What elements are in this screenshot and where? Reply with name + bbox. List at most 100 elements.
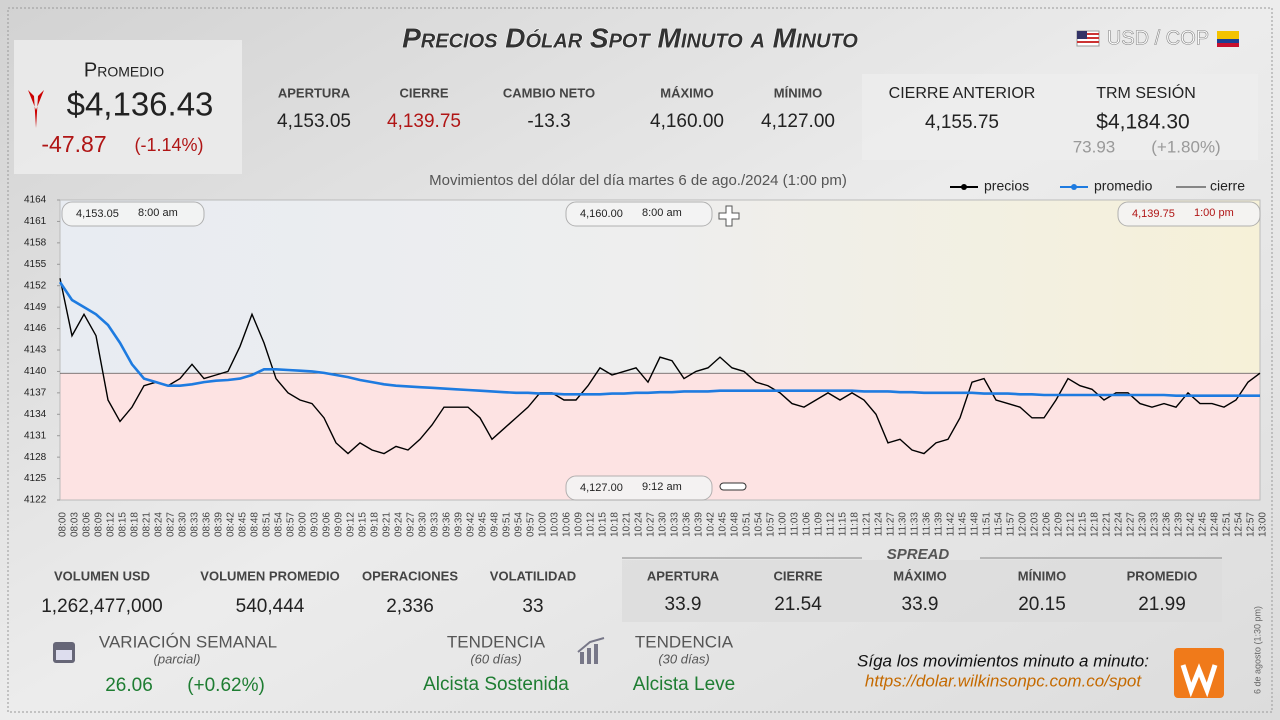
x-tick-label: 11:30 [898,512,909,537]
spread-title: SPREAD [887,546,950,563]
x-tick-label: 11:39 [934,512,945,537]
calendar-icon [53,642,75,663]
trend-icon [577,637,605,664]
x-tick-label: 10:18 [610,512,621,537]
y-tick-label: 4134 [24,409,47,420]
scroll-handle [719,482,747,491]
y-tick-label: 4128 [24,452,47,463]
spread-stats: APERTURA 33.9 CIERRE 21.54 MÁXIMO 33.9 MÍNIMO 2… [647,568,1198,615]
promedio-change: -47.87 [41,131,106,157]
currency-pair: USD / COP [1107,27,1209,49]
y-tick-label: 4149 [24,302,47,313]
stat-value: 4,153.05 [277,111,351,132]
legend-label: cierre [1210,178,1245,194]
stat-label: APERTURA [647,568,720,583]
x-tick-label: 09:24 [394,512,405,537]
down-arrow [28,90,44,128]
x-tick-label: 08:09 [94,512,105,537]
y-tick-label: 4137 [24,387,47,398]
x-tick-label: 10:39 [694,512,705,537]
stat-label: MÁXIMO [660,85,713,100]
promedio-value: $4,136.43 [67,86,214,123]
stat-value: 33.9 [902,594,939,615]
legend-dot [1071,184,1077,190]
legend-label: promedio [1094,178,1153,194]
stat-value: 33 [522,596,543,617]
x-tick-label: 09:39 [454,512,465,537]
x-tick-label: 08:39 [214,512,225,537]
x-tick-label: 11:54 [994,512,1005,537]
x-tick-label: 12:27 [1126,512,1137,537]
series-line [58,281,1260,398]
x-tick-label: 12:48 [1210,512,1221,537]
x-tick-label: 09:33 [430,512,441,537]
legend-dot [961,184,967,190]
x-tick-label: 12:18 [1090,512,1101,537]
x-tick-label: 11:48 [970,512,981,537]
x-tick-label: 11:24 [874,512,885,537]
x-tick-label: 10:03 [550,512,561,537]
weekly-value: 26.06 [105,675,153,696]
weekly-pct: (+0.62%) [187,675,265,696]
x-tick-label: 10:42 [706,512,717,537]
stat-label: VOLATILIDAD [490,568,576,583]
legend-label: precios [984,178,1029,194]
x-tick-label: 09:45 [478,512,489,537]
x-tick-label: 08:54 [274,512,285,537]
title: Precios Dólar Spot Minuto a Minuto [402,22,858,53]
annotation-time: 8:00 am [642,207,682,219]
volume-stats: VOLUMEN USD 1,262,477,000 VOLUMEN PROMEDIO… [41,568,576,617]
stat-label: VOLUMEN USD [54,568,150,583]
y-tick-label: 4161 [24,216,47,227]
x-tick-label: 11:51 [982,512,993,537]
session-stats: APERTURA 4,153.05 CIERRE 4,139.75 CAMBIO NET… [277,85,835,132]
footer-url[interactable]: https://dolar.wilkinsonpc.com.co/spot [865,671,1142,690]
stat-label: MÍNIMO [774,85,822,100]
x-tick-label: 09:30 [418,512,429,537]
x-tick-label: 12:39 [1174,512,1185,537]
x-tick-label: 08:03 [70,512,81,537]
stat-value: 33.9 [665,594,702,615]
x-tick-label: 10:33 [670,512,681,537]
x-tick-label: 08:27 [166,512,177,537]
trend-label: TENDENCIA [635,632,734,651]
x-tick-label: 10:00 [538,512,549,537]
stat-label: CIERRE [399,85,448,100]
x-tick-label: 09:54 [514,512,525,537]
x-tick-label: 10:51 [742,512,753,537]
y-tick-label: 4164 [24,195,47,206]
chart: 4122 4125 4128 4131 4134 4137 4140 4143 4146 4149… [24,178,1269,537]
x-tick-label: 11:06 [802,512,813,537]
x-tick-label: 08:12 [106,512,117,537]
logo [1174,648,1224,698]
previous-panel [862,74,1258,160]
x-tick-label: 12:30 [1138,512,1149,537]
series-line [59,278,1261,455]
x-tick-label: 11:33 [910,512,921,537]
flag-co [1217,31,1239,47]
x-tick-label: 11:21 [862,512,873,537]
x-tick-label: 12:54 [1234,512,1245,537]
x-tick-label: 12:24 [1114,512,1125,537]
trend-value: Alcista Sostenida [423,674,569,695]
x-tick-label: 09:15 [358,512,369,537]
x-tick-label: 08:36 [202,512,213,537]
x-tick-label: 12:03 [1030,512,1041,537]
x-tick-label: 08:33 [190,512,201,537]
x-tick-label: 09:03 [310,512,321,537]
spread-panel [622,560,1222,622]
x-tick-label: 10:15 [598,512,609,537]
x-tick-label: 08:21 [142,512,153,537]
x-tick-label: 08:18 [130,512,141,537]
x-tick-label: 11:36 [922,512,933,537]
y-tick-label: 4146 [24,323,47,334]
x-tick-label: 10:21 [622,512,633,537]
x-tick-label: 11:15 [838,512,849,537]
x-tick-label: 09:21 [382,512,393,537]
side-note: 6 de agosto (1:30 pm) [1252,606,1262,694]
annotation-box [1117,201,1261,227]
previous-close: 4,155.75 [925,112,999,133]
stat-value: 2,336 [386,596,434,617]
annotation-time: 8:00 am [138,207,178,219]
